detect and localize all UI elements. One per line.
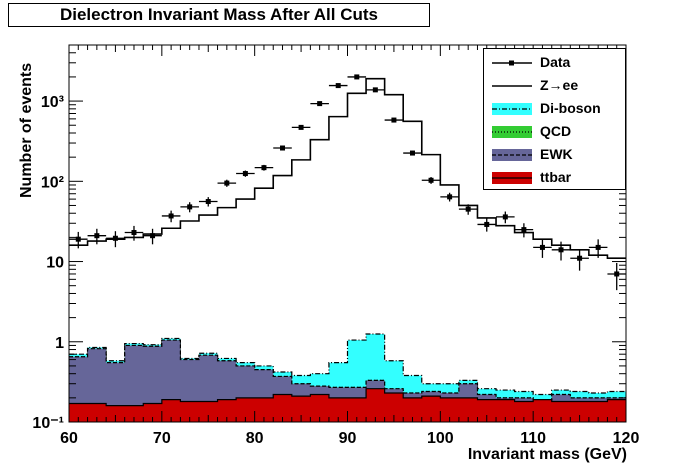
legend-swatch-data — [492, 60, 532, 66]
data-point — [180, 202, 199, 213]
x-tick-label: 80 — [246, 430, 264, 447]
legend-entry-zee: Z→ee — [488, 76, 624, 96]
data-point — [440, 192, 459, 202]
data-point — [87, 228, 107, 245]
data-point — [273, 145, 292, 151]
data-point — [236, 170, 255, 177]
series-outline-diboson — [69, 333, 626, 396]
legend-swatch-zee — [492, 85, 532, 87]
data-point — [514, 223, 534, 238]
legend-swatch-diboson — [492, 103, 532, 115]
data-point — [533, 239, 552, 258]
data-point — [403, 150, 422, 156]
legend-entry-data: Data — [488, 53, 624, 73]
data-point — [124, 225, 144, 241]
data-point — [69, 231, 88, 249]
legend-entry-ttbar: ttbar — [488, 168, 624, 188]
data-point — [198, 197, 218, 207]
data-point — [366, 87, 385, 93]
data-point — [161, 210, 181, 223]
legend-swatch-ttbar — [492, 172, 532, 184]
data-point — [496, 211, 515, 224]
x-tick-label: 120 — [613, 430, 640, 447]
series-outline-ttbar — [69, 388, 626, 407]
legend-swatch-qcd — [492, 126, 532, 138]
data-point — [143, 228, 162, 245]
legend-entry-qcd: QCD — [488, 122, 624, 142]
y-tick-label: 10³ — [41, 94, 64, 111]
y-tick-label: 1 — [55, 335, 64, 352]
y-axis-label: Number of events — [18, 62, 35, 198]
chart-title: Dielectron Invariant Mass After All Cuts — [8, 3, 430, 27]
x-tick-label: 60 — [60, 430, 78, 447]
data-point — [551, 241, 571, 261]
data-point — [384, 117, 404, 123]
data-point — [421, 177, 441, 184]
data-point — [328, 83, 348, 89]
series-fill-ttbar — [69, 388, 626, 422]
legend-label-ttbar: ttbar — [540, 169, 572, 185]
data-point — [291, 124, 311, 130]
data-point — [254, 164, 274, 171]
data-point — [588, 239, 608, 258]
x-tick-label: 110 — [520, 430, 546, 447]
y-tick-label: 10 — [46, 255, 64, 272]
data-point — [106, 231, 125, 248]
y-tick-label: 10² — [41, 174, 64, 191]
legend-swatch-ewk — [492, 149, 532, 161]
data-point — [477, 218, 497, 232]
data-point — [347, 74, 367, 80]
data-point — [217, 179, 237, 187]
x-axis-label: Invariant mass (GeV) — [467, 446, 627, 463]
legend-entry-ewk: EWK — [488, 145, 624, 165]
y-tick-label: 10⁻¹ — [32, 415, 64, 432]
legend: Data Z→ee Di-boson QCD EWK ttbar — [483, 48, 626, 190]
legend-label-ewk: EWK — [540, 146, 573, 162]
data-point — [570, 249, 589, 271]
x-tick-label: 70 — [153, 430, 171, 447]
x-tick-label: 90 — [339, 430, 357, 447]
legend-label-diboson: Di-boson — [540, 100, 601, 116]
legend-label-qcd: QCD — [540, 123, 572, 139]
legend-entry-diboson: Di-boson — [488, 99, 624, 119]
legend-label-zee: Z→ee — [540, 77, 579, 93]
legend-label-data: Data — [540, 54, 571, 70]
series-line-zee — [69, 77, 626, 260]
x-tick-label: 100 — [427, 430, 454, 447]
series-outline-ewk — [69, 339, 626, 401]
data-point — [458, 204, 478, 215]
data-point — [310, 101, 329, 107]
